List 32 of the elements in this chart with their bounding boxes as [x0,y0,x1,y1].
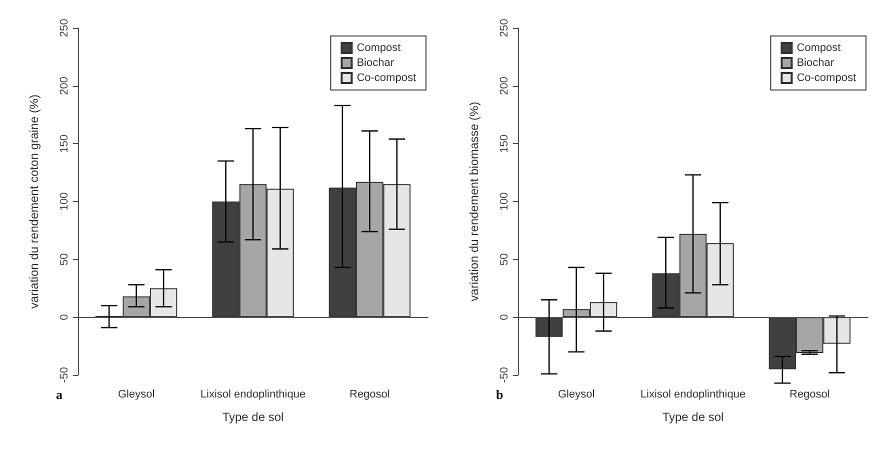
y-tick-label: 50 [58,253,70,266]
y-tick-label: 100 [58,192,70,211]
legend-label: Co-compost [356,72,416,84]
x-tick-label: Lixisol endoplinthique [640,388,746,400]
x-tick-label: Gleysol [558,388,595,400]
y-tick-label: 200 [58,76,70,96]
x-tick-label: Lixisol endoplinthique [200,388,306,400]
y-tick-label: -50 [498,367,510,383]
legend-label: Compost [356,42,401,54]
y-tick-label: 50 [498,253,510,266]
legend-label: Biochar [796,57,834,69]
y-axis-title: variation du rendement biomasse (%) [467,102,481,302]
y-tick-label: -50 [58,367,70,383]
legend-label: Compost [796,42,841,54]
y-tick-label: 250 [498,18,510,38]
y-tick-label: 150 [498,134,510,153]
y-tick-label: 0 [58,314,70,320]
y-tick-label: 150 [58,134,70,153]
y-tick-label: 250 [58,18,70,38]
x-axis-title: Type de sol [662,410,724,424]
y-tick-label: 100 [498,192,510,211]
x-axis-title: Type de sol [222,410,284,424]
y-axis-title: variation du rendement coton graine (%) [27,94,41,309]
x-tick-label: Regosol [349,388,390,400]
text: b [496,387,504,402]
text: a [56,387,63,402]
x-tick-label: Regosol [789,388,830,400]
legend-label: Biochar [356,57,394,69]
y-tick-label: 200 [498,76,510,96]
legend-label: Co-compost [796,72,856,84]
x-tick-label: Gleysol [118,388,155,400]
y-tick-label: 0 [498,314,510,320]
